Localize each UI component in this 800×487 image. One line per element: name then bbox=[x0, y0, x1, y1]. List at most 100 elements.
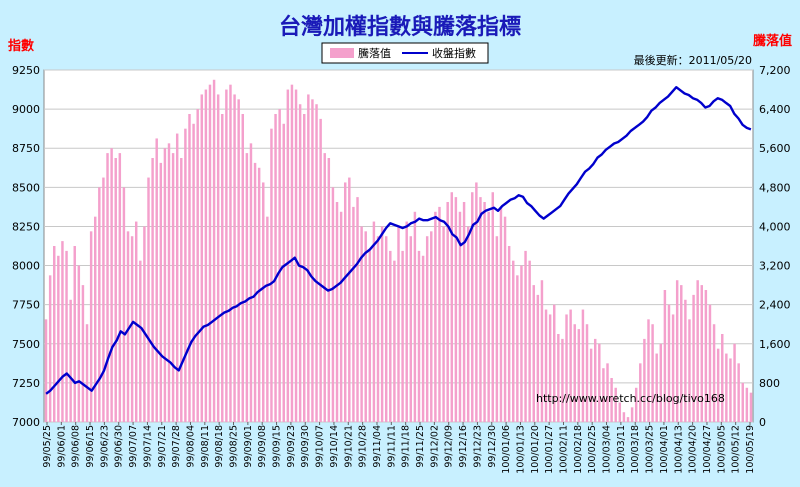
ad-bar bbox=[520, 265, 523, 422]
ad-bar bbox=[61, 241, 64, 422]
ad-bar bbox=[348, 177, 351, 422]
ad-bar bbox=[532, 285, 535, 422]
ad-bar bbox=[257, 167, 261, 422]
x-tick-label: 100/04/20 bbox=[688, 425, 699, 474]
index-line bbox=[45, 85, 752, 395]
ad-bar bbox=[483, 202, 486, 422]
ad-bar bbox=[319, 118, 322, 422]
ad-bar bbox=[438, 206, 441, 422]
ad-bar bbox=[331, 187, 335, 422]
ad-bar bbox=[614, 387, 617, 422]
ad-bar bbox=[536, 294, 540, 422]
ad-bar bbox=[389, 250, 392, 422]
x-tick-label: 99/11/11 bbox=[386, 425, 397, 468]
ad-bar bbox=[266, 216, 269, 422]
ad-bar bbox=[122, 187, 126, 422]
ad-bar bbox=[184, 128, 187, 422]
ad-bar bbox=[557, 334, 560, 422]
ad-bar bbox=[684, 299, 687, 422]
ad-bar bbox=[454, 197, 458, 422]
ad-bar bbox=[139, 260, 142, 422]
ad-bar bbox=[512, 260, 515, 422]
ad-bar bbox=[671, 314, 675, 422]
ad-bar bbox=[307, 94, 310, 422]
ad-bar bbox=[98, 187, 101, 422]
x-tick-label: 99/12/02 bbox=[429, 425, 440, 468]
x-tick-label: 99/12/09 bbox=[444, 425, 455, 468]
ad-bar bbox=[675, 280, 679, 422]
ad-bar bbox=[516, 275, 519, 422]
ad-bar bbox=[44, 319, 48, 422]
ad-bar bbox=[372, 221, 376, 422]
ad-bar bbox=[667, 304, 671, 422]
legend-label-bars: 騰落值 bbox=[358, 46, 391, 60]
ad-bar bbox=[610, 378, 613, 422]
ad-bar bbox=[200, 94, 204, 422]
right-tick-label: 4,800 bbox=[759, 181, 791, 194]
ad-bar bbox=[163, 148, 167, 422]
ad-bar bbox=[376, 236, 380, 422]
ad-bar bbox=[89, 231, 93, 422]
left-tick-label: 9250 bbox=[12, 64, 40, 77]
ad-bar bbox=[225, 89, 228, 422]
left-tick-label: 9000 bbox=[12, 103, 40, 116]
ad-bar bbox=[725, 353, 728, 422]
ad-bar bbox=[298, 104, 302, 422]
ad-bar bbox=[688, 319, 691, 422]
right-tick-label: 6,400 bbox=[759, 103, 791, 116]
x-tick-label: 99/09/30 bbox=[300, 425, 311, 468]
ad-bar bbox=[167, 143, 171, 422]
ad-bar bbox=[737, 363, 740, 422]
ad-bar bbox=[147, 177, 150, 422]
ad-bar bbox=[499, 206, 503, 422]
x-tick-label: 100/05/19 bbox=[745, 425, 756, 474]
ad-bar bbox=[290, 84, 294, 422]
ad-bar bbox=[352, 206, 355, 422]
ad-bar bbox=[630, 407, 634, 422]
x-tick-label: 99/09/15 bbox=[272, 425, 283, 468]
ad-bar bbox=[384, 236, 388, 422]
ad-bar bbox=[450, 192, 454, 422]
x-tick-label: 99/10/07 bbox=[315, 425, 326, 468]
left-tick-label: 8500 bbox=[12, 181, 40, 194]
ad-bar bbox=[237, 99, 240, 422]
ad-bar bbox=[110, 148, 113, 422]
ad-bar bbox=[155, 138, 158, 422]
ad-bar bbox=[700, 285, 704, 422]
x-tick-label: 100/05/12 bbox=[731, 425, 742, 474]
ad-bar bbox=[655, 353, 658, 422]
x-tick-label: 99/08/25 bbox=[229, 425, 240, 468]
ad-bar bbox=[475, 182, 478, 422]
right-axis-label: 騰落值 bbox=[753, 33, 792, 49]
x-tick-label: 99/09/01 bbox=[243, 425, 254, 468]
ad-bar bbox=[561, 338, 564, 422]
left-tick-label: 7750 bbox=[12, 299, 40, 312]
ad-bar bbox=[270, 128, 273, 422]
ad-bar bbox=[417, 250, 421, 422]
ad-bar bbox=[130, 236, 134, 422]
x-tick-label: 99/11/25 bbox=[415, 425, 426, 468]
x-tick-label: 99/11/04 bbox=[372, 425, 383, 468]
ad-bar bbox=[425, 236, 429, 422]
chart-title: 台灣加權指數與騰落指標 bbox=[279, 14, 521, 40]
ad-bar bbox=[716, 348, 720, 422]
ad-bar bbox=[524, 250, 527, 422]
ad-bar bbox=[188, 114, 191, 422]
ad-bar bbox=[208, 84, 212, 422]
ad-bar bbox=[106, 153, 109, 422]
left-axis-ticks: 7000 7250 7500 7750 8000 8250 8500 8750 9000 9250 bbox=[12, 64, 40, 429]
ad-bar bbox=[622, 412, 626, 422]
x-tick-label: 99/06/15 bbox=[85, 425, 96, 468]
right-tick-label: 2,400 bbox=[759, 299, 791, 312]
ad-bar bbox=[741, 382, 744, 422]
right-tick-label: 0 bbox=[759, 416, 766, 429]
ad-bar bbox=[171, 153, 175, 422]
ad-bar bbox=[93, 216, 97, 422]
right-tick-label: 3,200 bbox=[759, 260, 791, 273]
ad-bar bbox=[192, 123, 195, 422]
ad-bar bbox=[471, 192, 474, 422]
ad-bar bbox=[360, 226, 363, 422]
ad-bar bbox=[175, 133, 179, 422]
x-tick-label: 100/04/13 bbox=[673, 425, 684, 474]
x-tick-label: 100/04/27 bbox=[702, 425, 713, 474]
